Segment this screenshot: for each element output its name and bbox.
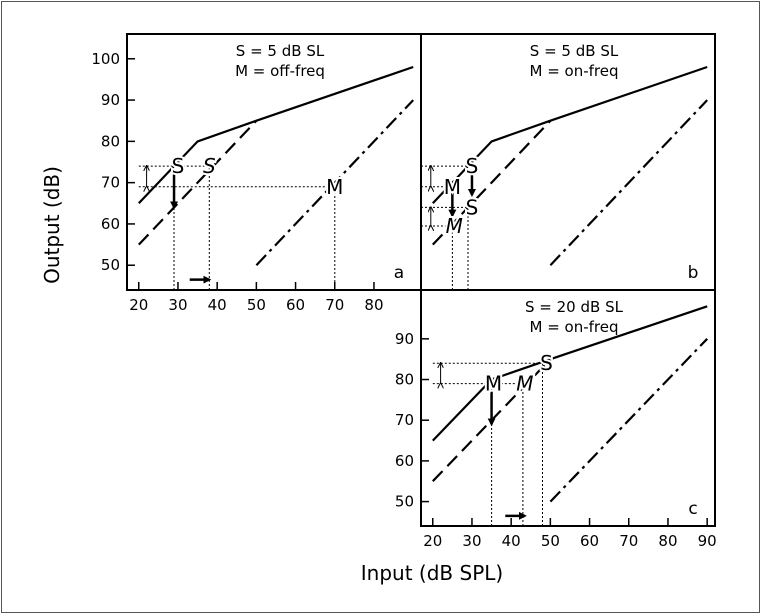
panel-annotation: M = off-freq <box>235 62 325 80</box>
x-tick-label: 20 <box>423 532 442 550</box>
x-tick-label: 80 <box>658 532 677 550</box>
x-tick-label: 90 <box>698 532 717 550</box>
x-tick-label: 20 <box>129 296 148 314</box>
x-tick-label: 70 <box>325 296 344 314</box>
point-marker: M <box>326 175 343 199</box>
x-tick-label: 50 <box>541 532 560 550</box>
point-marker: S <box>466 154 479 178</box>
series-line-dashed <box>432 119 552 246</box>
x-axis-label: Input (dB SPL) <box>361 561 503 585</box>
point-marker: M <box>485 372 502 396</box>
panel-annotation: S = 20 dB SL <box>525 298 624 316</box>
x-tick-label: 30 <box>168 296 187 314</box>
point-marker: S <box>466 195 479 219</box>
panel-label: a <box>394 263 404 283</box>
point-marker: S <box>172 154 185 178</box>
series-line-solid <box>432 65 708 205</box>
x-tick-label: 70 <box>619 532 638 550</box>
y-tick-label: 70 <box>101 174 120 192</box>
y-tick-label: 60 <box>395 452 414 470</box>
point-marker: S <box>203 154 216 178</box>
y-tick-label: 50 <box>101 256 120 274</box>
x-tick-label: 30 <box>462 532 481 550</box>
series-line-solid <box>138 65 414 205</box>
series-line-dashdot <box>549 338 708 503</box>
panel-annotation: M = on-freq <box>529 318 618 336</box>
y-tick-label: 90 <box>395 330 414 348</box>
series-line-dashdot <box>255 99 414 266</box>
panel-c-frame <box>420 289 716 527</box>
y-tick-label: 80 <box>101 132 120 150</box>
panel-annotation: S = 5 dB SL <box>530 42 619 60</box>
y-tick-label: 60 <box>101 215 120 233</box>
series-line-solid <box>432 305 708 442</box>
y-tick-label: 90 <box>101 91 120 109</box>
x-tick-label: 40 <box>208 296 227 314</box>
y-tick-label: 80 <box>395 371 414 389</box>
x-tick-label: 60 <box>580 532 599 550</box>
y-tick-label: 50 <box>395 493 414 511</box>
y-axis-label: Output (dB) <box>40 166 64 284</box>
panel-label: c <box>688 499 697 519</box>
panel-annotation: S = 5 dB SL <box>236 42 325 60</box>
panel-annotation: M = on-freq <box>529 62 618 80</box>
y-tick-label: 100 <box>91 50 120 68</box>
y-tick-label: 70 <box>395 411 414 429</box>
point-marker: M <box>444 175 461 199</box>
point-marker: M <box>446 214 463 238</box>
series-line-dashdot <box>549 99 708 266</box>
panel-label: b <box>688 263 699 283</box>
series-line-dashed <box>138 119 258 246</box>
x-tick-label: 60 <box>286 296 305 314</box>
panel-a: 20 30 40 50 60 70 80 50 60 70 80 90 100 S S M S = 5 dB S… <box>91 33 422 314</box>
x-tick-label: 80 <box>364 296 383 314</box>
point-marker: M <box>516 372 533 396</box>
x-tick-label: 40 <box>502 532 521 550</box>
point-marker: S <box>540 351 553 375</box>
x-tick-label: 50 <box>247 296 266 314</box>
